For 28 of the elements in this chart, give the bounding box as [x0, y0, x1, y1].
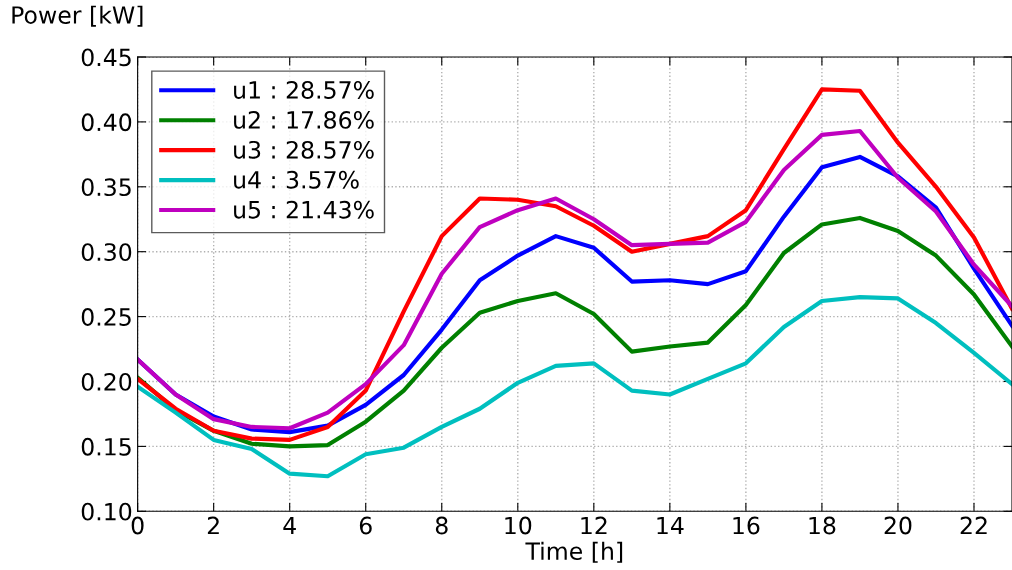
y-tick-label: 0.30 [81, 243, 132, 261]
x-tick-label: 22 [960, 516, 987, 535]
x-tick-label: 12 [581, 516, 607, 535]
x-axis-title: Time [h] [525, 541, 623, 563]
y-tick-label: 0.40 [81, 113, 132, 132]
x-tick-label: 2 [207, 516, 219, 535]
y-tick-label: 0.25 [81, 308, 131, 326]
x-tick-label: 14 [657, 516, 684, 535]
x-tick-label: 0 [131, 516, 144, 535]
legend-label: u2 : 17.86% [234, 110, 374, 129]
legend-label: u4 : 3.57% [234, 170, 359, 189]
x-tick-label: 8 [435, 516, 448, 535]
y-tick-label: 0.20 [81, 372, 132, 391]
x-tick-label: 18 [809, 516, 836, 535]
x-tick-label: 10 [505, 516, 532, 535]
legend-label: u5 : 21.43% [234, 200, 374, 219]
y-tick-label: 0.35 [81, 178, 131, 197]
y-tick-label: 0.15 [81, 437, 131, 456]
x-tick-label: 6 [359, 516, 372, 535]
legend-label: u1 : 28.57% [234, 81, 374, 99]
y-axis-title: Power [kW] [12, 5, 143, 27]
x-tick-label: 20 [884, 516, 912, 535]
x-tick-label: 4 [283, 516, 296, 535]
x-tick-label: 16 [733, 516, 760, 535]
y-tick-label: 0.10 [81, 502, 132, 521]
legend-label: u3 : 28.57% [234, 140, 374, 159]
line-series [137, 295, 1012, 479]
y-tick-label: 0.45 [81, 48, 131, 67]
